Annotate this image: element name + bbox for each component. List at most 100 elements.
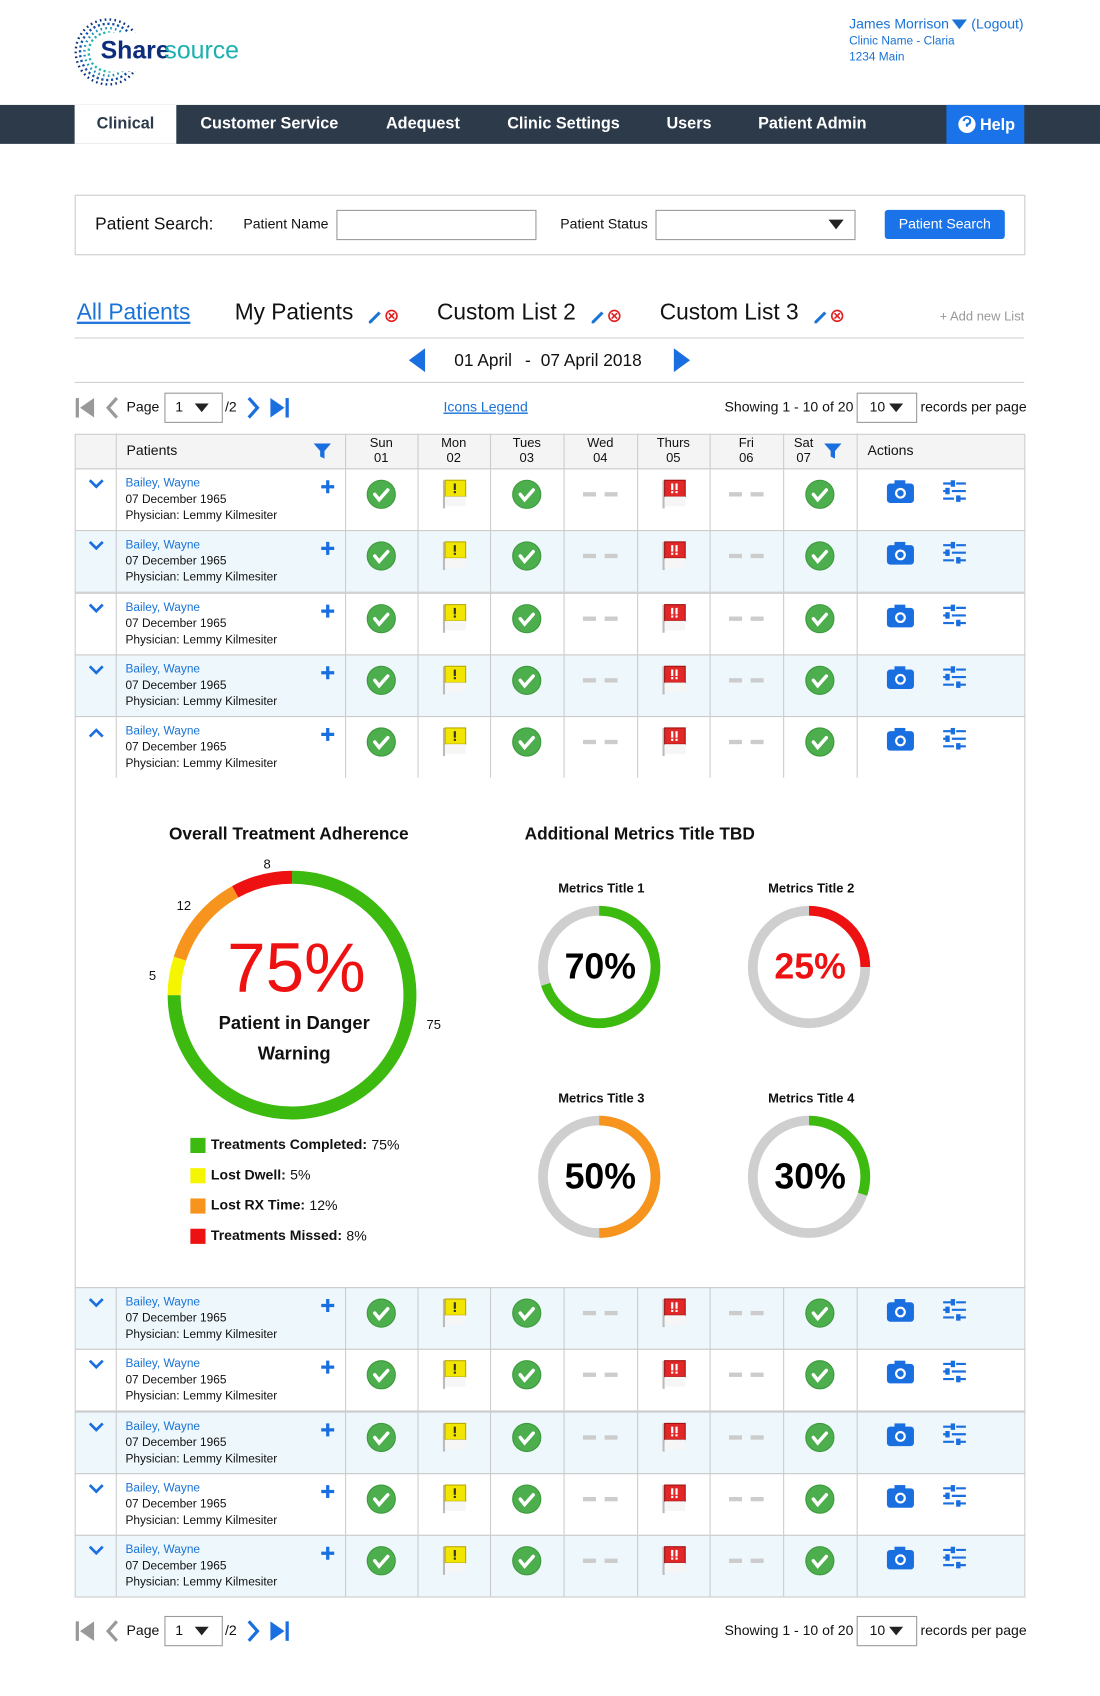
patient-name[interactable]: Bailey, Wayne: [125, 1356, 200, 1370]
list-tab[interactable]: All Patients: [77, 299, 191, 325]
status-missed[interactable]: [664, 1484, 686, 1502]
status-completed[interactable]: [805, 727, 835, 757]
list-tab[interactable]: Custom List 2: [437, 299, 576, 325]
status-completed[interactable]: [512, 1360, 542, 1390]
nav-tab[interactable]: Patient Admin: [758, 115, 866, 133]
prev-page[interactable]: [105, 396, 119, 419]
last-page-arrow[interactable]: [270, 398, 285, 418]
status-completed[interactable]: [366, 1298, 396, 1328]
patient-name[interactable]: Bailey, Wayne: [125, 1419, 200, 1433]
status-completed[interactable]: [805, 1360, 835, 1390]
status-completed[interactable]: [366, 1484, 396, 1514]
status-completed[interactable]: [805, 604, 835, 634]
delete-icon[interactable]: [830, 309, 844, 323]
nav-tab[interactable]: Clinic Settings: [507, 115, 620, 133]
patient-name[interactable]: Bailey, Wayne: [125, 662, 200, 676]
status-completed[interactable]: [512, 1298, 542, 1328]
delete-icon[interactable]: [385, 309, 398, 323]
add-icon[interactable]: [321, 666, 335, 680]
list-tab[interactable]: Custom List 3: [660, 299, 799, 325]
status-completed[interactable]: [366, 604, 396, 634]
patient-name-input[interactable]: [336, 209, 537, 241]
expand-toggle[interactable]: [88, 1422, 104, 1432]
expand-toggle[interactable]: [88, 665, 104, 675]
patient-name[interactable]: Bailey, Wayne: [125, 1480, 200, 1494]
last-page-arrow[interactable]: [270, 1621, 285, 1641]
status-completed[interactable]: [512, 1422, 542, 1453]
status-completed[interactable]: [512, 727, 542, 757]
next-page[interactable]: [247, 1620, 260, 1642]
delete-icon[interactable]: [608, 309, 621, 323]
patient-name[interactable]: Bailey, Wayne: [125, 600, 200, 614]
add-icon[interactable]: [321, 727, 335, 741]
expand-toggle[interactable]: [88, 479, 104, 489]
status-completed[interactable]: [366, 727, 396, 757]
prev-page[interactable]: [105, 1620, 119, 1642]
list-tab[interactable]: My Patients: [235, 299, 354, 325]
edit-icon[interactable]: [591, 311, 604, 324]
status-completed[interactable]: [512, 665, 542, 695]
add-list-link[interactable]: + Add new List: [940, 308, 1025, 323]
expand-toggle[interactable]: [88, 1298, 104, 1308]
status-completed[interactable]: [805, 1298, 835, 1328]
logout-link[interactable]: (Logout): [971, 16, 1023, 32]
user-name[interactable]: James Morrison: [849, 16, 949, 32]
status-completed[interactable]: [805, 665, 835, 695]
nav-tab[interactable]: Clinical: [97, 115, 155, 133]
expand-toggle[interactable]: [88, 540, 104, 551]
expand-toggle[interactable]: [88, 603, 104, 614]
status-completed[interactable]: [366, 1546, 396, 1576]
status-completed[interactable]: [366, 665, 396, 695]
status-missed[interactable]: [664, 665, 686, 684]
add-icon[interactable]: [321, 1299, 335, 1313]
page-select[interactable]: [164, 392, 223, 423]
next-week[interactable]: [673, 348, 691, 373]
nav-tab[interactable]: Adequest: [386, 115, 460, 133]
status-missed[interactable]: [664, 1422, 686, 1441]
status-missed[interactable]: [664, 541, 686, 559]
filter-icon[interactable]: [824, 443, 842, 459]
per-page-select[interactable]: [856, 1615, 918, 1647]
first-page[interactable]: [75, 398, 79, 418]
status-missed[interactable]: [664, 479, 686, 498]
status-completed[interactable]: [512, 1484, 542, 1514]
per-page-select[interactable]: [856, 392, 918, 423]
edit-icon[interactable]: [814, 311, 827, 324]
status-completed[interactable]: [512, 604, 542, 634]
icons-legend-link[interactable]: Icons Legend: [443, 399, 527, 415]
collapse-toggle[interactable]: [88, 728, 104, 738]
user-menu-caret[interactable]: [951, 19, 967, 30]
patient-name[interactable]: Bailey, Wayne: [125, 1542, 200, 1556]
add-icon[interactable]: [321, 480, 335, 494]
status-completed[interactable]: [366, 1360, 396, 1390]
status-completed[interactable]: [512, 541, 542, 571]
status-completed[interactable]: [805, 479, 835, 509]
expand-toggle[interactable]: [88, 1545, 104, 1556]
status-completed[interactable]: [512, 479, 542, 509]
add-icon[interactable]: [321, 1360, 335, 1374]
filter-icon[interactable]: [313, 443, 331, 459]
status-completed[interactable]: [512, 1546, 542, 1576]
help-label[interactable]: Help: [980, 116, 1015, 134]
status-completed[interactable]: [805, 541, 835, 571]
patient-name[interactable]: Bailey, Wayne: [125, 723, 200, 737]
status-missed[interactable]: [664, 1360, 686, 1378]
next-page[interactable]: [247, 396, 260, 419]
add-icon[interactable]: [321, 541, 335, 555]
status-missed[interactable]: [664, 727, 686, 745]
status-completed[interactable]: [366, 1422, 396, 1453]
add-icon[interactable]: [321, 1423, 335, 1437]
add-icon[interactable]: [321, 1546, 335, 1560]
status-completed[interactable]: [366, 541, 396, 571]
add-icon[interactable]: [321, 1485, 335, 1499]
search-button-label[interactable]: Patient Search: [899, 216, 991, 232]
prev-week[interactable]: [408, 348, 426, 373]
status-missed[interactable]: [664, 1298, 686, 1316]
status-completed[interactable]: [805, 1546, 835, 1576]
status-completed[interactable]: [366, 479, 396, 509]
expand-toggle[interactable]: [88, 1484, 104, 1494]
nav-tab[interactable]: Users: [666, 115, 711, 133]
status-missed[interactable]: [664, 1546, 686, 1564]
add-icon[interactable]: [321, 604, 335, 618]
patient-name[interactable]: Bailey, Wayne: [125, 476, 200, 490]
